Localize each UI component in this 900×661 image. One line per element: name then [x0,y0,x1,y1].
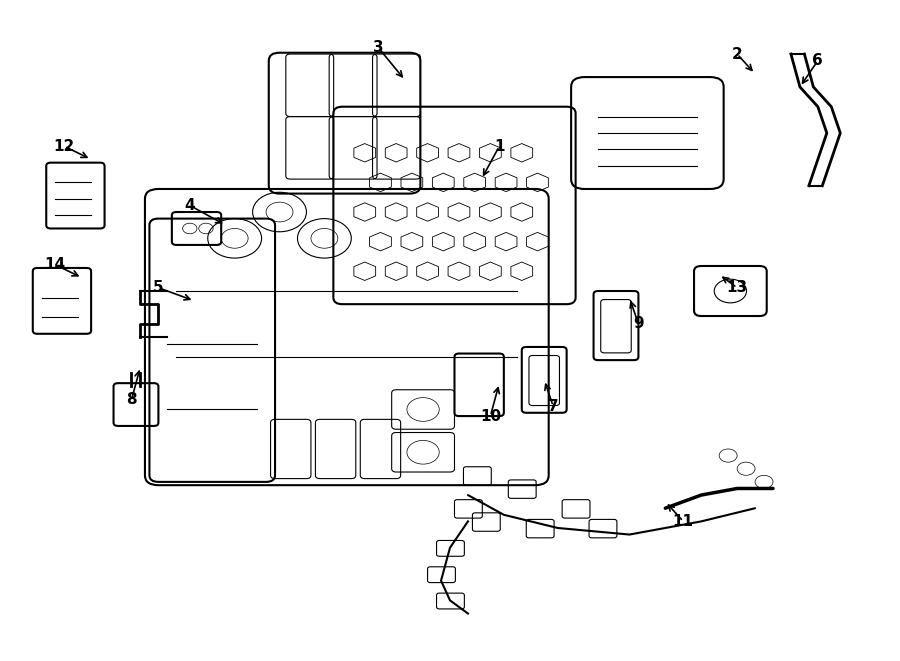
Text: 6: 6 [813,53,824,68]
Text: 9: 9 [633,317,643,331]
Text: 14: 14 [45,257,66,272]
Text: 2: 2 [732,46,742,61]
Text: 8: 8 [126,392,137,407]
Text: 12: 12 [54,139,75,154]
Text: 7: 7 [548,399,559,414]
Text: 13: 13 [726,280,748,295]
Text: 10: 10 [480,408,501,424]
Text: 3: 3 [373,40,383,55]
Text: 1: 1 [494,139,505,154]
Text: 5: 5 [153,280,164,295]
Text: 4: 4 [184,198,195,213]
Text: 11: 11 [673,514,694,529]
